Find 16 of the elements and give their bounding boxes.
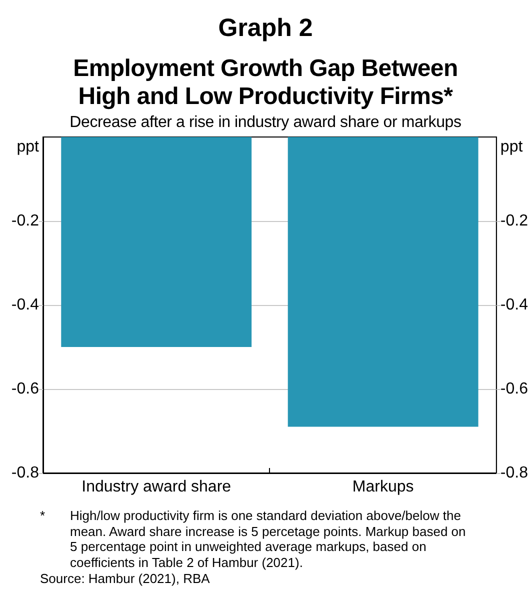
x-tick-label: Industry award share <box>82 478 232 496</box>
y-tick-label: -0.4 <box>11 296 40 314</box>
text: * High/low productivity firm is one standard deviation above/below the mean. Award share increase is 5 percetage points. Markup based on 5 percentage point in unweighted average markups, based on coefficients in Table 2 of Hambur (2021). <box>40 508 466 570</box>
y2-tick-label: -0.8 <box>500 464 528 482</box>
source-note: Source: Hambur (2021), RBA <box>40 570 211 587</box>
y-tick-label: -0.8 <box>11 464 40 482</box>
chart-title: Graph 2 Employment Growth Gap Between High and Low Productivity Firms* <box>72 14 459 111</box>
y-tick-label: -0.6 <box>11 380 40 398</box>
y2-axis-title: ppt <box>500 138 524 156</box>
y-axis-title: ppt <box>16 138 40 156</box>
y2-tick-label: -0.4 <box>500 296 528 314</box>
y2-tick-label: -0.2 <box>500 212 528 230</box>
y2-tick-label: -0.6 <box>500 380 528 398</box>
y-tick-label: -0.2 <box>11 212 40 230</box>
x-tick-label: Markups <box>352 478 414 496</box>
chart-subtitle: Decrease after a rise in industry award share or markups <box>68 114 462 132</box>
